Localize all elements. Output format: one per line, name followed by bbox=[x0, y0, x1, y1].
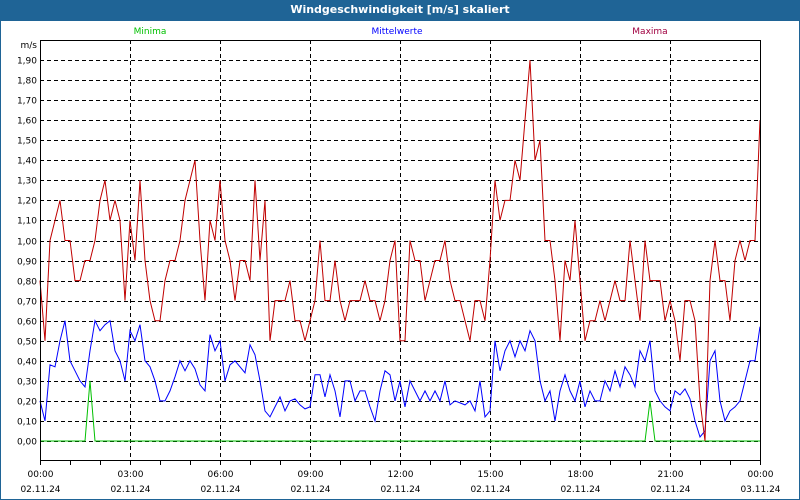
y-tick-label: 0,90 bbox=[17, 258, 37, 268]
chart-title: Windgeschwindigkeit [m/s] skaliert bbox=[0, 0, 800, 21]
y-tick-label: 1,60 bbox=[17, 117, 37, 127]
x-tick-time: 18:00 bbox=[568, 470, 594, 480]
y-tick-label: 1,70 bbox=[17, 97, 37, 107]
series-line-mittelwerte bbox=[39, 319, 761, 439]
x-tick-date: 02.11.24 bbox=[470, 485, 510, 495]
x-tick-time: 06:00 bbox=[208, 470, 234, 480]
y-tick-label: 0,40 bbox=[17, 358, 37, 368]
x-tick-date: 02.11.24 bbox=[110, 485, 150, 495]
y-tick-label: 0,80 bbox=[17, 278, 37, 288]
y-tick-label: 1,80 bbox=[17, 77, 37, 87]
plot-border bbox=[40, 40, 761, 461]
x-tick-date: 02.11.24 bbox=[200, 485, 240, 495]
y-tick-label: 1,40 bbox=[17, 157, 37, 167]
x-tick-date: 03.11.24 bbox=[740, 485, 780, 495]
y-tick-label: 1,30 bbox=[17, 177, 37, 187]
y-tick-label: 0,20 bbox=[17, 398, 37, 408]
y-tick-label: 1,90 bbox=[17, 57, 37, 67]
x-tick-date: 02.11.24 bbox=[20, 485, 60, 495]
x-tick-time: 15:00 bbox=[478, 470, 504, 480]
y-tick-label: 1,00 bbox=[17, 238, 37, 248]
legend-minima: Minima bbox=[134, 27, 167, 37]
y-tick-label: 1,20 bbox=[17, 197, 37, 207]
x-tick-date: 02.11.24 bbox=[290, 485, 330, 495]
y-tick-label: 0,10 bbox=[17, 418, 37, 428]
y-tick-label: 1,50 bbox=[17, 137, 37, 147]
x-tick-time: 09:00 bbox=[298, 470, 324, 480]
y-tick-label: 0,50 bbox=[17, 338, 37, 348]
x-tick-time: 21:00 bbox=[658, 470, 684, 480]
x-tick-date: 02.11.24 bbox=[380, 485, 420, 495]
y-axis-unit: m/s bbox=[21, 41, 38, 51]
x-tick-time: 03:00 bbox=[118, 470, 144, 480]
y-tick-label: 0,60 bbox=[17, 318, 37, 328]
y-tick-label: 0,00 bbox=[17, 438, 37, 448]
series-line-maxima bbox=[39, 60, 761, 442]
x-tick-date: 02.11.24 bbox=[560, 485, 600, 495]
y-tick-label: 0,30 bbox=[17, 378, 37, 388]
y-tick-label: 0,70 bbox=[17, 298, 37, 308]
legend-mittelwerte: Mittelwerte bbox=[371, 27, 422, 37]
x-tick-time: 12:00 bbox=[388, 470, 414, 480]
legend-maxima: Maxima bbox=[632, 27, 667, 37]
x-tick-time: 00:00 bbox=[748, 470, 774, 480]
y-tick-label: 1,10 bbox=[17, 217, 37, 227]
x-tick-date: 02.11.24 bbox=[650, 485, 690, 495]
x-tick-time: 00:00 bbox=[28, 470, 54, 480]
series-line-minima bbox=[40, 380, 760, 442]
